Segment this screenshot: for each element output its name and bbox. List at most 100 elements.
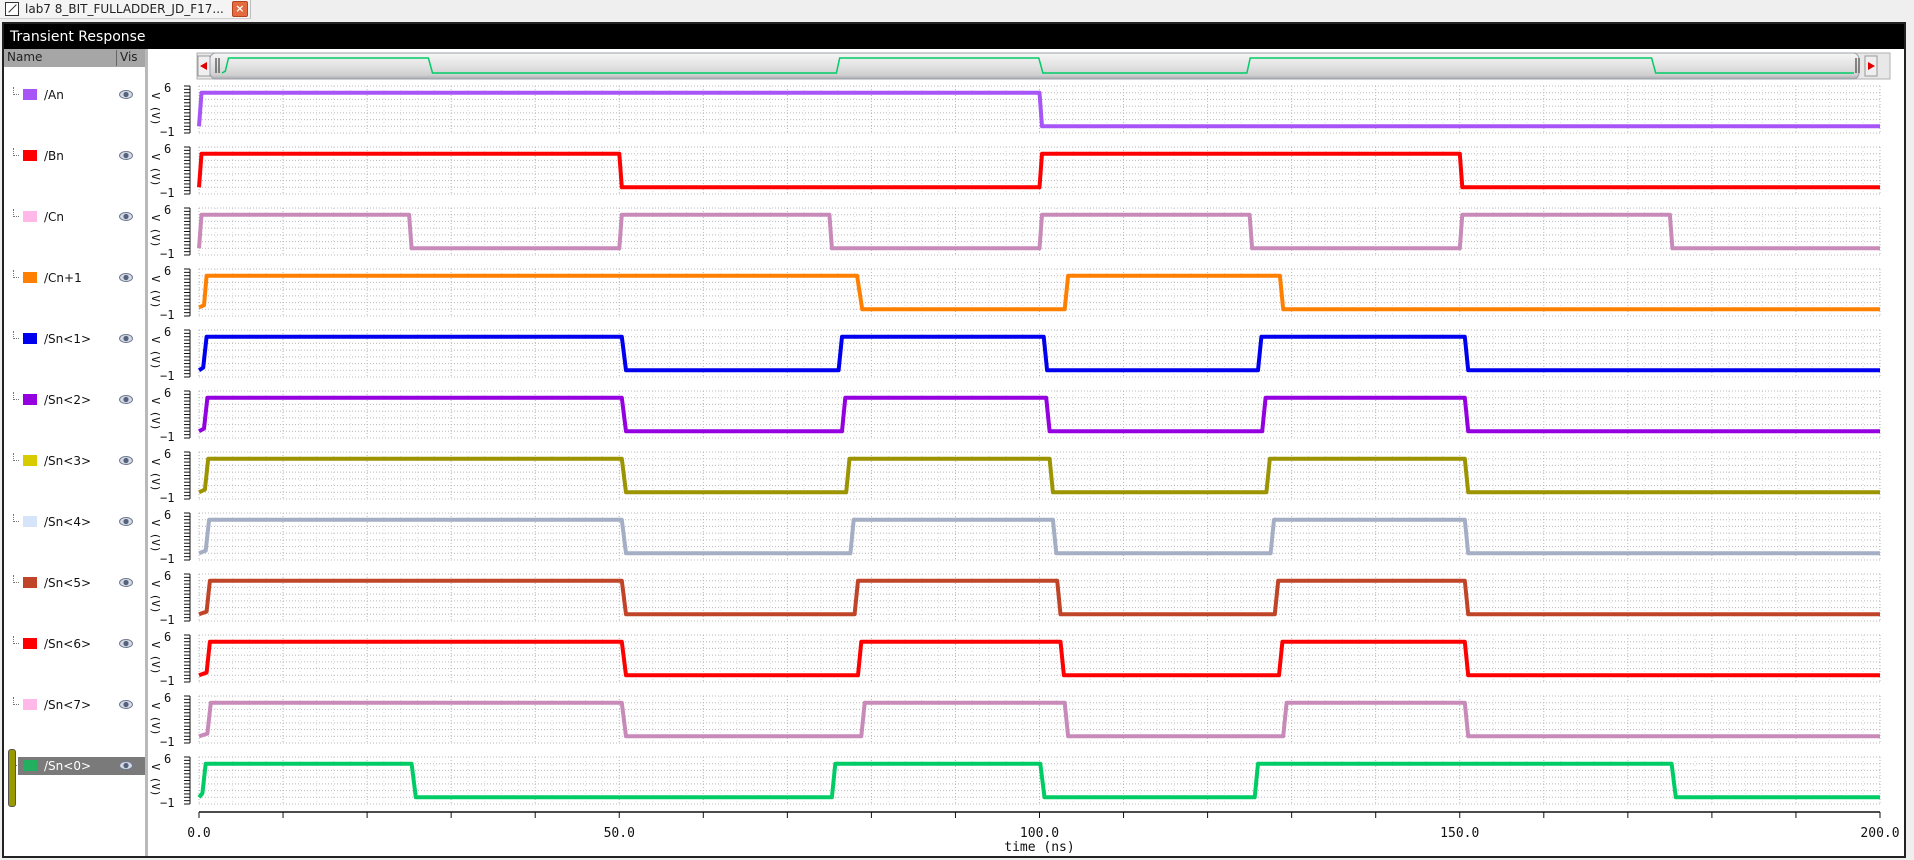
- y-axis-label: V (V): [149, 519, 162, 552]
- tree-connector-icon: [13, 148, 19, 156]
- scroll-left-button[interactable]: [197, 55, 211, 77]
- trace-name: /Cn+1: [44, 271, 82, 285]
- legend-header: Name Vis: [4, 49, 145, 67]
- legend-item-cn[interactable]: /Cn: [4, 208, 145, 226]
- visibility-eye-icon[interactable]: [119, 395, 133, 404]
- waveform-trace: [198, 273, 1880, 312]
- legend-item-sn-5[interactable]: /Sn<5>: [4, 574, 145, 592]
- trace-row-sn-2[interactable]: V (V)6 −1: [149, 386, 1881, 444]
- waveform-trace: [197, 90, 1880, 129]
- y-axis-label: V (V): [149, 580, 162, 613]
- x-tick-label: 150.0: [1440, 826, 1479, 841]
- visibility-eye-icon[interactable]: [119, 151, 133, 160]
- legend-item-sn-1[interactable]: /Sn<1>: [4, 330, 145, 348]
- color-swatch: [23, 577, 37, 588]
- trace-row-sn-1[interactable]: V (V)6 −1: [149, 325, 1881, 383]
- tab-lab7-fulladder[interactable]: lab7 8_BIT_FULLADDER_JD_F17... ×: [0, 0, 251, 19]
- tree-connector-icon: [13, 575, 19, 583]
- visibility-eye-icon[interactable]: [119, 90, 133, 99]
- legend-item-sn-4[interactable]: /Sn<4>: [4, 513, 145, 531]
- trace-name: /Sn<3>: [44, 454, 92, 468]
- legend-item-cn-1[interactable]: /Cn+1: [4, 269, 145, 287]
- trace-row-sn-3[interactable]: V (V)6 −1: [149, 447, 1881, 505]
- y-tick-max: 6: [164, 691, 171, 705]
- color-swatch: [23, 760, 37, 771]
- legend-item-sn-3[interactable]: /Sn<3>: [4, 452, 145, 470]
- visibility-eye-icon[interactable]: [119, 456, 133, 465]
- column-header-name[interactable]: Name: [7, 50, 43, 64]
- selection-drag-handle[interactable]: [8, 749, 16, 807]
- trace-row-cn-1[interactable]: V (V)6 −1: [149, 264, 1881, 322]
- color-swatch: [23, 516, 37, 527]
- legend-item-an[interactable]: /An: [4, 86, 145, 104]
- color-swatch: [23, 150, 37, 161]
- waveform-trace: [197, 212, 1880, 251]
- trace-row-bn[interactable]: V (V)6 −1: [149, 142, 1881, 200]
- arrow-left-icon: [200, 62, 207, 70]
- color-swatch: [23, 211, 37, 222]
- visibility-eye-icon[interactable]: [119, 212, 133, 221]
- y-axis-label: V (V): [149, 214, 162, 247]
- selection-highlight: [18, 757, 145, 775]
- trace-row-sn-4[interactable]: V (V)6 −1: [149, 508, 1881, 566]
- legend-item-sn-6[interactable]: /Sn<6>: [4, 635, 145, 653]
- window-title: Transient Response: [4, 24, 1904, 49]
- tree-connector-icon: [13, 331, 19, 339]
- column-header-vis[interactable]: Vis: [116, 50, 138, 66]
- visibility-eye-icon[interactable]: [119, 334, 133, 343]
- y-tick-min: −1: [160, 125, 174, 139]
- trace-row-sn-7[interactable]: V (V)6 −1: [149, 691, 1881, 749]
- tree-connector-icon: [13, 209, 19, 217]
- x-tick-label: 200.0: [1860, 826, 1899, 841]
- visibility-eye-icon[interactable]: [119, 639, 133, 648]
- waveform-trace: [197, 151, 1880, 190]
- trace-row-cn[interactable]: V (V)6 −1: [149, 203, 1881, 261]
- y-axis-label: V (V): [149, 153, 162, 186]
- x-axis: 0.0 50.0 100.0 150.0 200.0 time (ns): [187, 811, 1900, 855]
- legend-item-sn-7[interactable]: /Sn<7>: [4, 696, 145, 714]
- tree-connector-icon: [13, 270, 19, 278]
- y-tick-max: 6: [164, 325, 171, 339]
- trace-name: /Sn<7>: [44, 698, 92, 712]
- y-tick-min: −1: [160, 491, 174, 505]
- trace-row-sn-0[interactable]: V (V)6 −1: [149, 752, 1881, 810]
- visibility-eye-icon[interactable]: [119, 517, 133, 526]
- y-tick-max: 6: [164, 447, 171, 461]
- close-icon[interactable]: ×: [231, 1, 248, 17]
- trace-name: /Sn<1>: [44, 332, 92, 346]
- legend-item-sn-0[interactable]: /Sn<0>: [4, 757, 145, 775]
- trace-name: /Bn: [44, 149, 64, 163]
- scroll-right-button[interactable]: [1864, 55, 1878, 77]
- tree-connector-icon: [13, 453, 19, 461]
- y-tick-min: −1: [160, 308, 174, 322]
- waveform-trace: [198, 456, 1880, 495]
- y-tick-max: 6: [164, 386, 171, 400]
- legend-item-sn-2[interactable]: /Sn<2>: [4, 391, 145, 409]
- scroll-thumb[interactable]: [209, 52, 1860, 80]
- y-tick-min: −1: [160, 430, 174, 444]
- tab-bar: lab7 8_BIT_FULLADDER_JD_F17... ×: [0, 0, 1914, 19]
- y-tick-max: 6: [164, 142, 171, 156]
- y-axis-label: V (V): [149, 458, 162, 491]
- trace-row-sn-5[interactable]: V (V)6 −1: [149, 569, 1881, 627]
- legend-item-bn[interactable]: /Bn: [4, 147, 145, 165]
- trace-row-sn-6[interactable]: V (V)6 −1: [149, 630, 1881, 688]
- trace-name: /Sn<0>: [44, 759, 92, 773]
- y-axis-label: V (V): [149, 397, 162, 430]
- visibility-eye-icon[interactable]: [119, 273, 133, 282]
- visibility-eye-icon[interactable]: [119, 578, 133, 587]
- x-tick-label: 0.0: [187, 826, 210, 841]
- waveform-plot[interactable]: V (V)6−1V (V)6−1V (V)6−1V (V)6−1V (V)6−1…: [4, 24, 1904, 856]
- overview-trace: [221, 57, 1854, 74]
- trace-row-an[interactable]: V (V)6 −1: [149, 81, 1881, 139]
- visibility-eye-icon[interactable]: [119, 700, 133, 709]
- visibility-eye-icon[interactable]: [119, 761, 133, 770]
- overview-scrollbar[interactable]: [196, 52, 1891, 80]
- y-tick-min: −1: [160, 674, 174, 688]
- y-tick-max: 6: [164, 203, 171, 217]
- y-tick-max: 6: [164, 264, 171, 278]
- color-swatch: [23, 699, 37, 710]
- grid: [198, 512, 1881, 561]
- x-axis-label: time (ns): [1004, 840, 1074, 855]
- y-tick-min: −1: [160, 247, 174, 261]
